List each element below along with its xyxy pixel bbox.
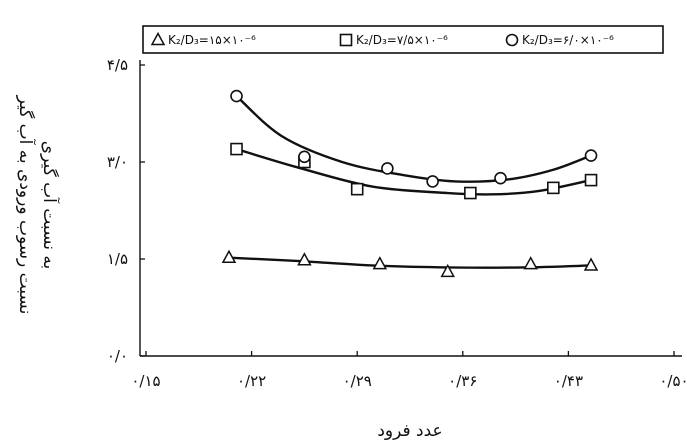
y-tick-label: ۱/۵ — [107, 250, 128, 268]
legend-circle-label: K₂/D₃=۶/۰×۱۰⁻⁶ — [522, 33, 614, 47]
triangle-series-point — [297, 252, 312, 266]
square-series-point — [230, 142, 243, 156]
circle-series-point — [298, 150, 311, 164]
x-axis-title: عدد فرود — [377, 421, 442, 441]
y-tick-label: ۳/۰ — [107, 153, 128, 171]
legend-triangle-icon — [150, 31, 166, 46]
y-tick-label: ۴/۵ — [107, 56, 128, 74]
legend-square-label: K₂/D₃=۷/۵×۱۰⁻⁶ — [356, 33, 448, 47]
plot-area: ۰/۰ ۱/۵ ۳/۰ ۴/۵ ۰/۱۵ ۰/۲۲ ۰/۲۹ ۰/۳۶ ۰/۴۳ ۰/۵۰ — [107, 56, 687, 390]
y-axis-title-line-2: به نسبت آب گیری — [39, 141, 61, 269]
triangle-series-fit-curve — [228, 256, 592, 269]
x-tick-label: ۰/۳۶ — [448, 372, 477, 390]
x-tick-label: ۰/۵۰ — [659, 372, 687, 390]
x-tick-label: ۰/۲۹ — [343, 372, 372, 390]
legend-circle-icon — [505, 33, 519, 47]
x-tick-label: ۰/۴۳ — [554, 372, 583, 390]
square-series-point — [464, 186, 477, 200]
square-series-point — [547, 181, 560, 195]
triangle-series-point — [583, 257, 599, 271]
triangle-series-point — [221, 249, 237, 263]
circle-series-point — [494, 171, 507, 185]
square-series-point — [584, 173, 598, 187]
square-series-point — [350, 182, 364, 196]
y-tick-label: ۰/۰ — [107, 347, 128, 365]
circle-series-point — [426, 175, 439, 188]
circle-series-fit-curve — [235, 95, 592, 183]
square-series-fit-curve — [236, 147, 592, 196]
legend-frame — [142, 25, 664, 54]
legend-triangle-label: K₂/D₃=۱۵×۱۰⁻⁶ — [168, 33, 256, 47]
legend: K₂/D₃=۱۵×۱۰⁻⁶ K₂/D₃=۷/۵×۱۰⁻⁶ K₂/D₃=۶/۰×۱۰⁻… — [142, 25, 664, 54]
x-tick-label: ۰/۲۲ — [237, 372, 266, 390]
circle-series-point — [381, 162, 394, 175]
legend-square-icon — [339, 33, 353, 47]
x-tick-label: ۰/۱۵ — [131, 372, 160, 390]
circle-series-point — [230, 89, 243, 103]
y-axis-title-line-1: نسبت رسوب ورودی به آب گیر — [15, 95, 37, 315]
triangle-series-point — [440, 263, 455, 278]
circle-series-point — [584, 149, 598, 162]
triangle-series-point — [372, 256, 388, 270]
triangle-series-point — [523, 256, 538, 270]
